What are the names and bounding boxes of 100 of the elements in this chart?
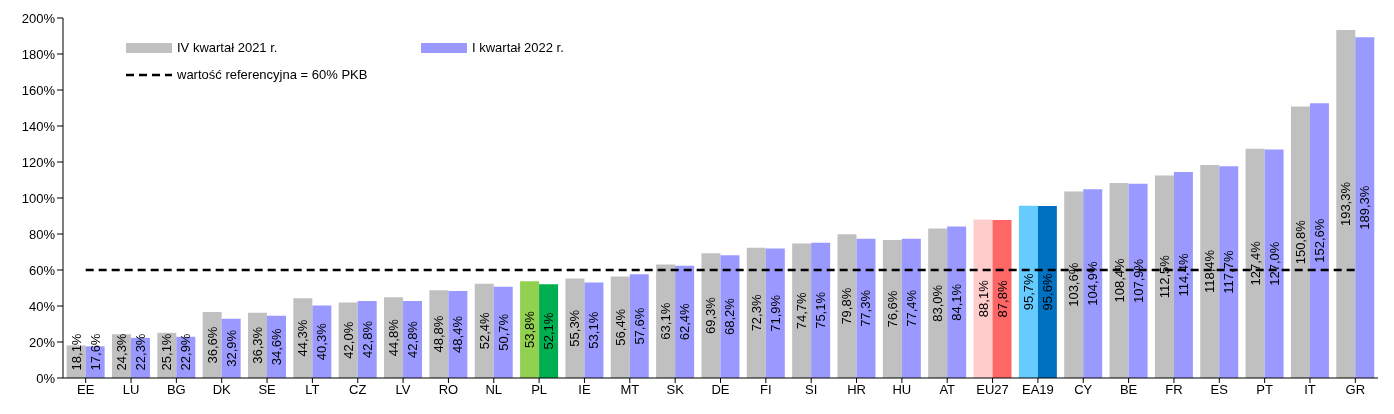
bar	[1083, 189, 1103, 378]
data-label: 44,3%	[295, 319, 311, 357]
data-label: 42,8%	[405, 320, 421, 358]
bar	[992, 219, 1012, 378]
data-label: 63,1%	[658, 302, 674, 340]
data-label: 25,1%	[159, 333, 175, 371]
x-tick-label: RO	[438, 382, 459, 398]
data-label: 88,1%	[975, 279, 991, 318]
bar	[882, 240, 902, 378]
data-label: 18,1%	[68, 333, 84, 371]
bar	[1219, 166, 1239, 378]
data-label: 79,8%	[839, 287, 855, 325]
x-tick-label: EU27	[976, 382, 1009, 398]
x-tick-label: FI	[760, 382, 772, 398]
x-tick-label: IT	[1304, 382, 1316, 398]
data-label: 17,6%	[87, 333, 103, 371]
data-label: 77,4%	[903, 289, 919, 327]
data-label: 72,3%	[748, 294, 764, 332]
data-label: 22,3%	[132, 333, 148, 371]
bar	[1200, 164, 1220, 378]
x-tick-label: PT	[1256, 382, 1273, 398]
bar	[811, 242, 831, 378]
x-tick-label: PL	[531, 382, 548, 398]
legend-label: wartość referencyjna = 60% PKB	[177, 67, 368, 82]
x-tick-label: BE	[1119, 382, 1138, 398]
data-label: 53,1%	[586, 311, 602, 349]
bar	[1037, 205, 1057, 378]
bar	[1018, 205, 1038, 378]
data-label: 48,4%	[450, 315, 466, 353]
bar	[792, 243, 812, 378]
bar	[1109, 182, 1129, 378]
y-tick-label: 0%	[36, 370, 56, 386]
data-label: 36,6%	[204, 326, 220, 364]
data-label: 87,8%	[994, 280, 1010, 318]
x-tick-label: EE	[77, 382, 95, 398]
data-label: 117,7%	[1221, 250, 1237, 294]
bar	[610, 276, 630, 378]
y-tick-label: 120%	[21, 154, 56, 170]
y-tick-label: 200%	[21, 10, 56, 26]
data-label: 189,3%	[1357, 185, 1373, 230]
bar	[1309, 103, 1329, 378]
data-label: 127,4%	[1247, 240, 1263, 286]
bar	[1245, 148, 1265, 378]
x-tick-label: NL	[485, 382, 503, 398]
x-tick-label: HR	[847, 382, 866, 398]
data-label: 22,9%	[178, 333, 194, 371]
data-label: 44,8%	[386, 318, 402, 357]
bar	[928, 228, 948, 378]
data-label: 118,4%	[1202, 249, 1218, 294]
x-tick-label: SK	[666, 382, 685, 398]
bar	[1264, 149, 1284, 378]
data-label: 75,1%	[813, 291, 829, 329]
bar	[1064, 191, 1084, 378]
bar	[1336, 30, 1356, 378]
bar	[629, 274, 649, 378]
data-label: 56,4%	[612, 308, 628, 346]
x-tick-label: LU	[122, 382, 140, 398]
x-tick-label: DK	[212, 382, 232, 398]
bar	[901, 238, 921, 378]
y-tick-label: 20%	[28, 334, 56, 350]
data-label: 57,6%	[631, 307, 647, 345]
x-tick-label: IE	[578, 382, 591, 398]
data-label: 108,4%	[1111, 257, 1127, 303]
y-tick-label: 60%	[28, 262, 56, 278]
bar	[947, 226, 967, 378]
x-tick-label: BG	[166, 382, 186, 398]
y-tick-label: 40%	[28, 298, 56, 314]
data-label: 32,9%	[223, 329, 239, 367]
data-label: 55,3%	[567, 309, 583, 347]
data-label: 103,6%	[1066, 262, 1082, 307]
bar	[837, 234, 857, 378]
legend-label: IV kwartał 2021 r.	[177, 40, 278, 55]
x-tick-label: FR	[1165, 382, 1183, 398]
x-tick-label: LV	[395, 382, 411, 398]
x-tick-label: LT	[305, 382, 320, 398]
x-tick-label: SI	[805, 382, 818, 398]
data-label: 193,3%	[1338, 181, 1354, 227]
bar	[1355, 37, 1375, 378]
y-tick-label: 140%	[21, 118, 56, 134]
bar	[1173, 172, 1193, 378]
x-tick-label: EA19	[1022, 382, 1054, 398]
legend-label: I kwartał 2022 r.	[472, 40, 564, 55]
x-tick-label: SE	[258, 382, 277, 398]
data-label: 34,6%	[269, 328, 285, 366]
bar	[973, 219, 993, 378]
bar	[856, 238, 876, 378]
data-label: 53,8%	[522, 310, 538, 349]
bar	[1290, 106, 1310, 378]
data-label: 40,3%	[314, 322, 330, 361]
x-tick-label: DE	[711, 382, 730, 398]
y-tick-label: 180%	[21, 46, 56, 62]
data-label: 127,0%	[1266, 241, 1282, 286]
data-label: 42,8%	[359, 320, 375, 358]
x-tick-label: HU	[892, 382, 912, 398]
data-label: 68,2%	[722, 297, 738, 336]
x-tick-label: GR	[1345, 382, 1366, 398]
data-label: 48,8%	[431, 315, 447, 353]
x-tick-label: CZ	[349, 382, 367, 398]
data-label: 24,3%	[113, 333, 129, 371]
data-label: 112,5%	[1156, 254, 1172, 299]
